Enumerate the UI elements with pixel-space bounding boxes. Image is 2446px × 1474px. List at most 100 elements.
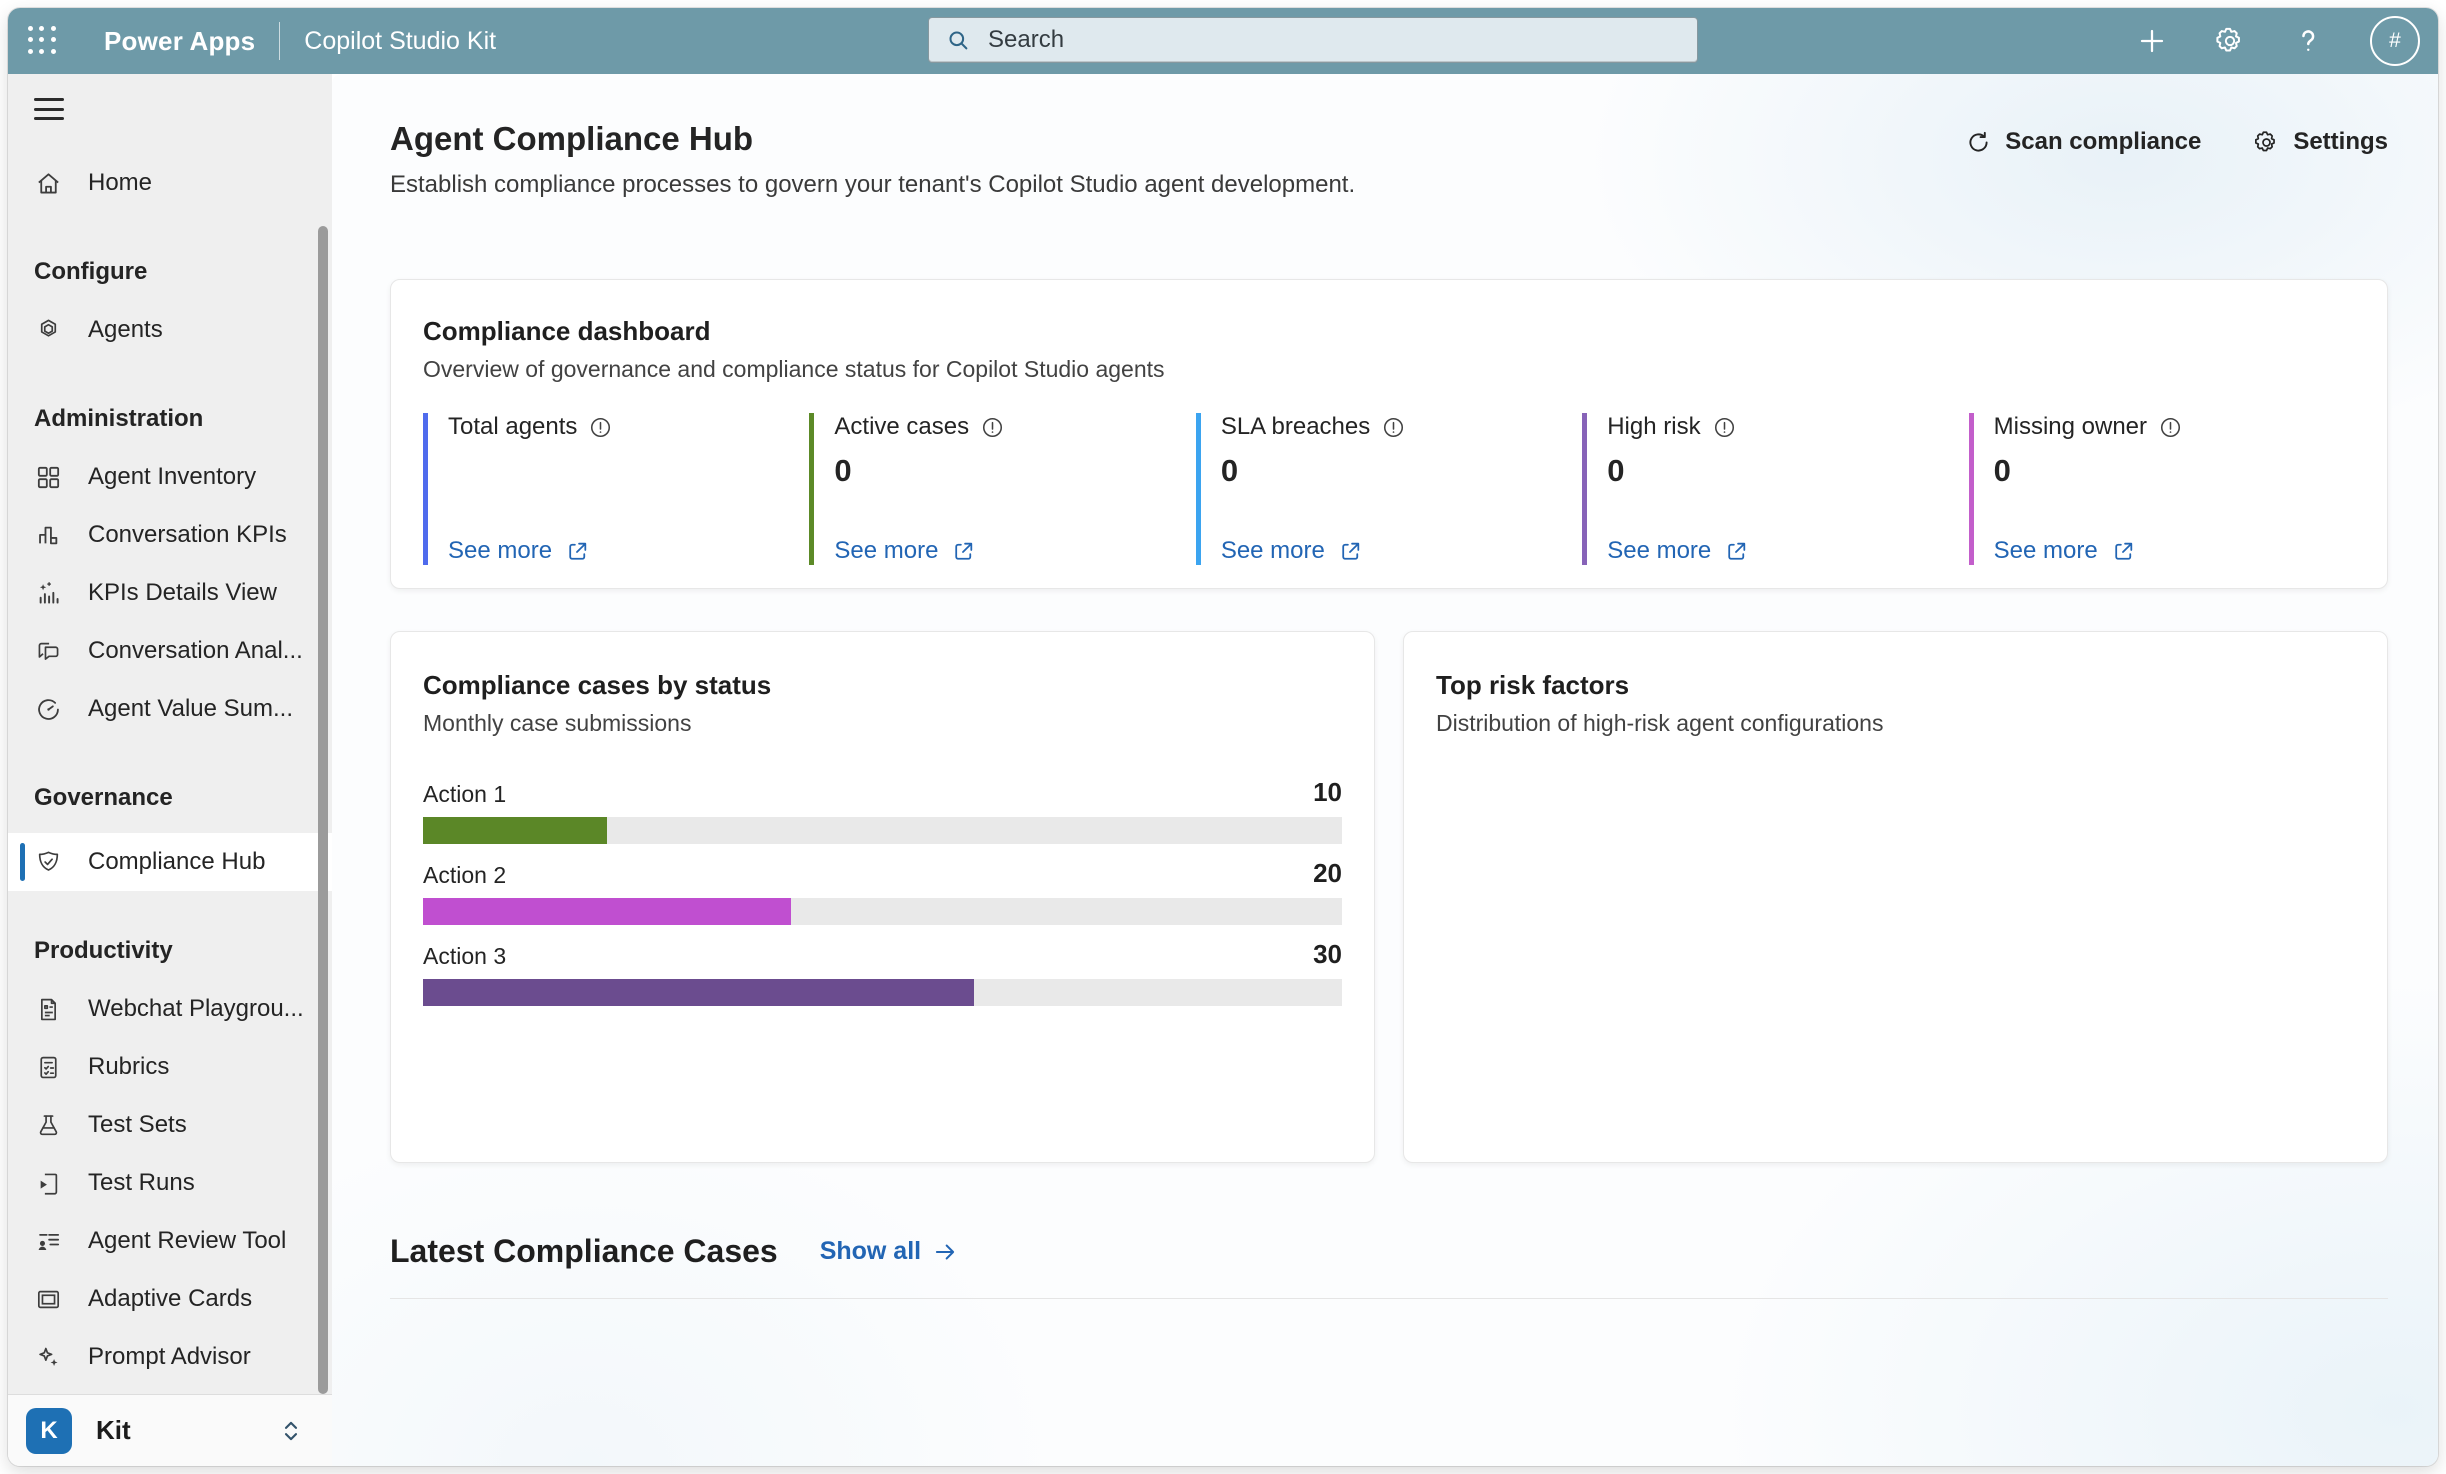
metric-total-agents: Total agents See more bbox=[423, 413, 809, 565]
settings-label: Settings bbox=[2293, 128, 2388, 156]
sidebar-section-administration: Administration bbox=[8, 390, 332, 448]
app-name[interactable]: Power Apps bbox=[104, 26, 255, 57]
see-more-link[interactable]: See more bbox=[834, 537, 976, 565]
sidebar-item-agent-review-tool[interactable]: Agent Review Tool bbox=[8, 1212, 332, 1270]
chat-bubbles-icon bbox=[34, 637, 63, 666]
hamburger-menu-icon[interactable] bbox=[34, 98, 64, 120]
app-launcher-waffle-icon[interactable] bbox=[28, 26, 58, 56]
main-content: Agent Compliance Hub Establish complianc… bbox=[332, 74, 2438, 1466]
sidebar-item-agents[interactable]: Agents bbox=[8, 301, 332, 359]
global-search[interactable] bbox=[928, 17, 1698, 63]
metric-active-cases: Active cases 0 See more bbox=[809, 413, 1195, 565]
see-more-link[interactable]: See more bbox=[1607, 537, 1749, 565]
charts-row: Compliance cases by status Monthly case … bbox=[390, 631, 2388, 1163]
sidebar-item-label: KPIs Details View bbox=[88, 579, 277, 607]
person-lines-icon bbox=[34, 1227, 63, 1256]
bar-chart: Action 1 10 Action 2 20 bbox=[423, 777, 1342, 1006]
sparkle-icon bbox=[34, 1343, 63, 1372]
external-link-icon bbox=[1338, 539, 1363, 564]
dashboard-subtitle: Overview of governance and compliance st… bbox=[423, 356, 2355, 383]
avatar-label: # bbox=[2389, 29, 2401, 53]
sidebar-item-home[interactable]: Home bbox=[8, 154, 332, 212]
card-icon bbox=[34, 1285, 63, 1314]
see-more-label: See more bbox=[448, 537, 552, 565]
metric-missing-owner: Missing owner 0 See more bbox=[1969, 413, 2355, 565]
sidebar-item-label: Prompt Advisor bbox=[88, 1343, 251, 1371]
environment-switcher[interactable]: K Kit bbox=[8, 1394, 332, 1466]
bar-row-action-3: Action 3 30 bbox=[423, 939, 1342, 1006]
sidebar-item-label: Adaptive Cards bbox=[88, 1285, 252, 1313]
scan-compliance-button[interactable]: Scan compliance bbox=[1965, 128, 2201, 156]
sidebar-item-agent-value-summary[interactable]: Agent Value Sum... bbox=[8, 680, 332, 738]
chevron-sort-icon bbox=[276, 1416, 306, 1446]
bar-track bbox=[423, 979, 1342, 1006]
compliance-dashboard-card: Compliance dashboard Overview of governa… bbox=[390, 279, 2388, 589]
bar-fill bbox=[423, 817, 607, 844]
show-all-link[interactable]: Show all bbox=[820, 1237, 958, 1266]
info-icon[interactable] bbox=[1381, 415, 1406, 440]
info-icon[interactable] bbox=[1712, 415, 1737, 440]
metric-label: High risk bbox=[1607, 413, 1700, 441]
sidebar-navigation: Home Configure Agents Administration Age… bbox=[8, 74, 332, 1466]
see-more-link[interactable]: See more bbox=[448, 537, 590, 565]
metric-value bbox=[448, 453, 809, 491]
sidebar-item-label: Conversation KPIs bbox=[88, 521, 287, 549]
settings-button[interactable]: Settings bbox=[2253, 128, 2388, 156]
sidebar-item-adaptive-cards[interactable]: Adaptive Cards bbox=[8, 1270, 332, 1328]
sidebar-item-label: Test Sets bbox=[88, 1111, 187, 1139]
search-input[interactable] bbox=[986, 25, 1681, 55]
play-document-icon bbox=[34, 1169, 63, 1198]
sidebar-item-compliance-hub[interactable]: Compliance Hub bbox=[8, 833, 332, 891]
help-question-icon[interactable] bbox=[2292, 25, 2324, 57]
bar-label: Action 1 bbox=[423, 781, 506, 808]
chart-subtitle: Monthly case submissions bbox=[423, 710, 1342, 737]
kpi-details-icon bbox=[34, 579, 63, 608]
metric-value: 0 bbox=[834, 453, 1195, 491]
sidebar-item-test-runs[interactable]: Test Runs bbox=[8, 1154, 332, 1212]
sidebar-item-label: Rubrics bbox=[88, 1053, 169, 1081]
see-more-link[interactable]: See more bbox=[1221, 537, 1363, 565]
sidebar-item-label: Webchat Playgrou... bbox=[88, 995, 304, 1023]
sidebar-item-label: Test Runs bbox=[88, 1169, 195, 1197]
bar-fill bbox=[423, 979, 974, 1006]
bar-value: 20 bbox=[1313, 858, 1342, 889]
sidebar-item-webchat-playground[interactable]: Webchat Playgrou... bbox=[8, 980, 332, 1038]
account-avatar[interactable]: # bbox=[2370, 16, 2420, 66]
info-icon[interactable] bbox=[980, 415, 1005, 440]
sidebar-section-governance: Governance bbox=[8, 769, 332, 827]
topbar-actions: # bbox=[2136, 16, 2420, 66]
sidebar-item-agent-inventory[interactable]: Agent Inventory bbox=[8, 448, 332, 506]
gauge-icon bbox=[34, 695, 63, 724]
sidebar-item-conversation-analytics[interactable]: Conversation Anal... bbox=[8, 622, 332, 680]
home-icon bbox=[34, 169, 63, 198]
info-icon[interactable] bbox=[2158, 415, 2183, 440]
bar-row-action-2: Action 2 20 bbox=[423, 858, 1342, 925]
metric-value: 0 bbox=[1221, 453, 1582, 491]
sidebar-item-kpis-details-view[interactable]: KPIs Details View bbox=[8, 564, 332, 622]
page-subtitle: Establish compliance processes to govern… bbox=[390, 171, 1355, 199]
external-link-icon bbox=[2111, 539, 2136, 564]
sidebar-item-prompt-advisor[interactable]: Prompt Advisor bbox=[8, 1328, 332, 1386]
metric-label: Total agents bbox=[448, 413, 577, 441]
metric-label: Active cases bbox=[834, 413, 969, 441]
bar-value: 30 bbox=[1313, 939, 1342, 970]
sidebar-item-rubrics[interactable]: Rubrics bbox=[8, 1038, 332, 1096]
external-link-icon bbox=[565, 539, 590, 564]
sidebar-item-conversation-kpis[interactable]: Conversation KPIs bbox=[8, 506, 332, 564]
see-more-link[interactable]: See more bbox=[1994, 537, 2136, 565]
search-icon bbox=[945, 27, 972, 54]
top-bar: Power Apps Copilot Studio Kit # bbox=[8, 8, 2438, 74]
arrow-right-icon bbox=[932, 1239, 958, 1265]
sidebar-item-label: Agent Value Sum... bbox=[88, 695, 293, 723]
metrics-row: Total agents See more bbox=[423, 413, 2355, 565]
solution-name[interactable]: Copilot Studio Kit bbox=[304, 27, 496, 56]
info-icon[interactable] bbox=[588, 415, 613, 440]
selected-indicator bbox=[20, 843, 25, 881]
gear-icon[interactable] bbox=[2214, 25, 2246, 57]
new-plus-icon[interactable] bbox=[2136, 25, 2168, 57]
sidebar-item-test-sets[interactable]: Test Sets bbox=[8, 1096, 332, 1154]
bar-track bbox=[423, 898, 1342, 925]
app-window: Power Apps Copilot Studio Kit # bbox=[8, 8, 2438, 1466]
sidebar-scrollbar[interactable] bbox=[318, 226, 328, 1394]
sidebar-item-label: Conversation Anal... bbox=[88, 637, 303, 665]
